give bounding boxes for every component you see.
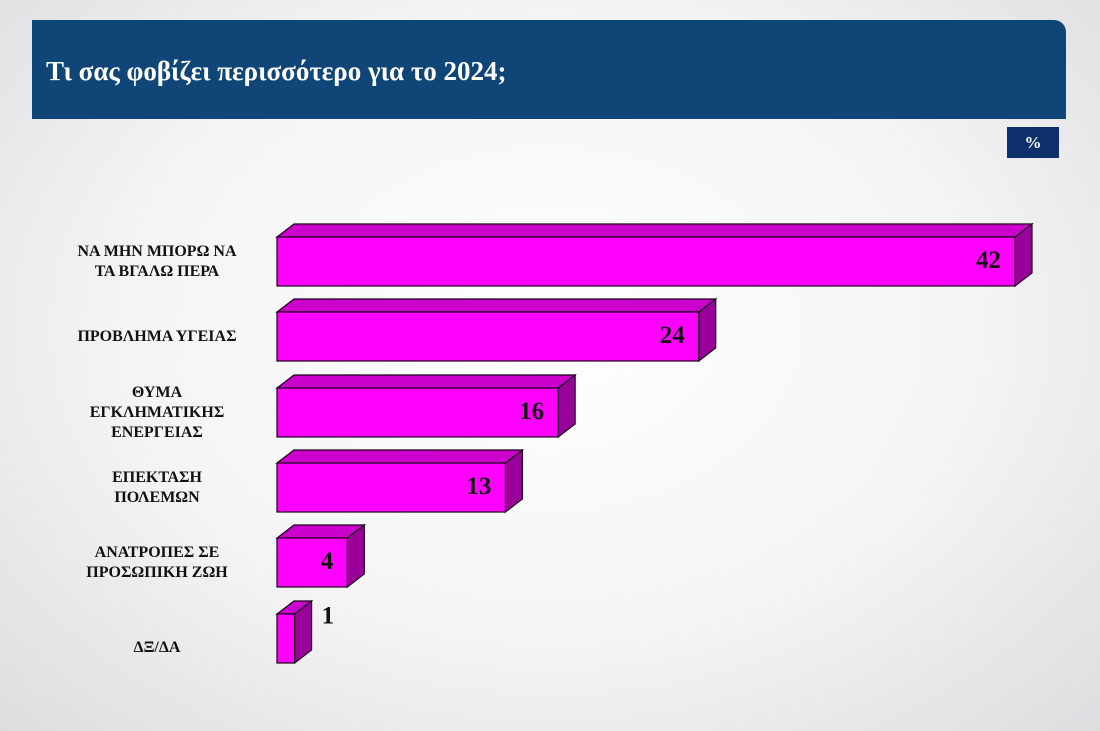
- bar-front-face: [276, 613, 296, 664]
- bar-4: [275, 523, 367, 589]
- bar-front-face: [276, 537, 348, 588]
- bar-0: [275, 222, 1034, 288]
- bar-2: [275, 373, 577, 439]
- title-bar: Τι σας φοβίζει περισσότερο για το 2024;: [32, 20, 1066, 119]
- category-label: ΝΑ ΜΗΝ ΜΠΟΡΩ ΝΑ ΤΑ ΒΓΑΛΩ ΠΕΡΑ: [77, 243, 237, 280]
- bar-front-face: [276, 236, 1016, 287]
- bar-1: [275, 297, 718, 363]
- bar-5: [275, 599, 314, 665]
- bar-top-face: [275, 298, 718, 313]
- bar-value-label: 13: [466, 473, 491, 500]
- category-label: ΕΠΕΚΤΑΣΗ ΠΟΛΕΜΩΝ: [112, 469, 202, 506]
- bar-value-label: 1: [322, 603, 335, 630]
- category-label: ΠΡΟΒΛΗΜΑ ΥΓΕΙΑΣ: [77, 328, 237, 345]
- bar-top-face: [275, 223, 1034, 238]
- bar-top-face: [275, 449, 525, 464]
- bar-front-face: [276, 462, 507, 513]
- bar-value-label: 42: [976, 247, 1001, 274]
- category-label: ΔΞ/ΔΑ: [133, 639, 181, 656]
- bar-front-face: [276, 311, 700, 362]
- bar-front-face: [276, 387, 559, 438]
- category-label: ΘΥΜΑ ΕΓΚΛΗΜΑΤΙΚΗΣ ΕΝΕΡΓΕΙΑΣ: [89, 384, 225, 441]
- bar-top-face: [275, 374, 577, 389]
- category-label: ΑΝΑΤΡΟΠΕΣ ΣΕ ΠΡΟΣΩΠΙΚΗ ΖΩΗ: [86, 544, 228, 581]
- bar-3: [275, 448, 525, 514]
- bar-value-label: 4: [321, 548, 334, 575]
- bar-value-label: 24: [660, 322, 686, 349]
- chart-title: Τι σας φοβίζει περισσότερο για το 2024;: [46, 56, 507, 86]
- bar-value-label: 16: [519, 398, 544, 425]
- unit-badge: %: [1007, 127, 1059, 158]
